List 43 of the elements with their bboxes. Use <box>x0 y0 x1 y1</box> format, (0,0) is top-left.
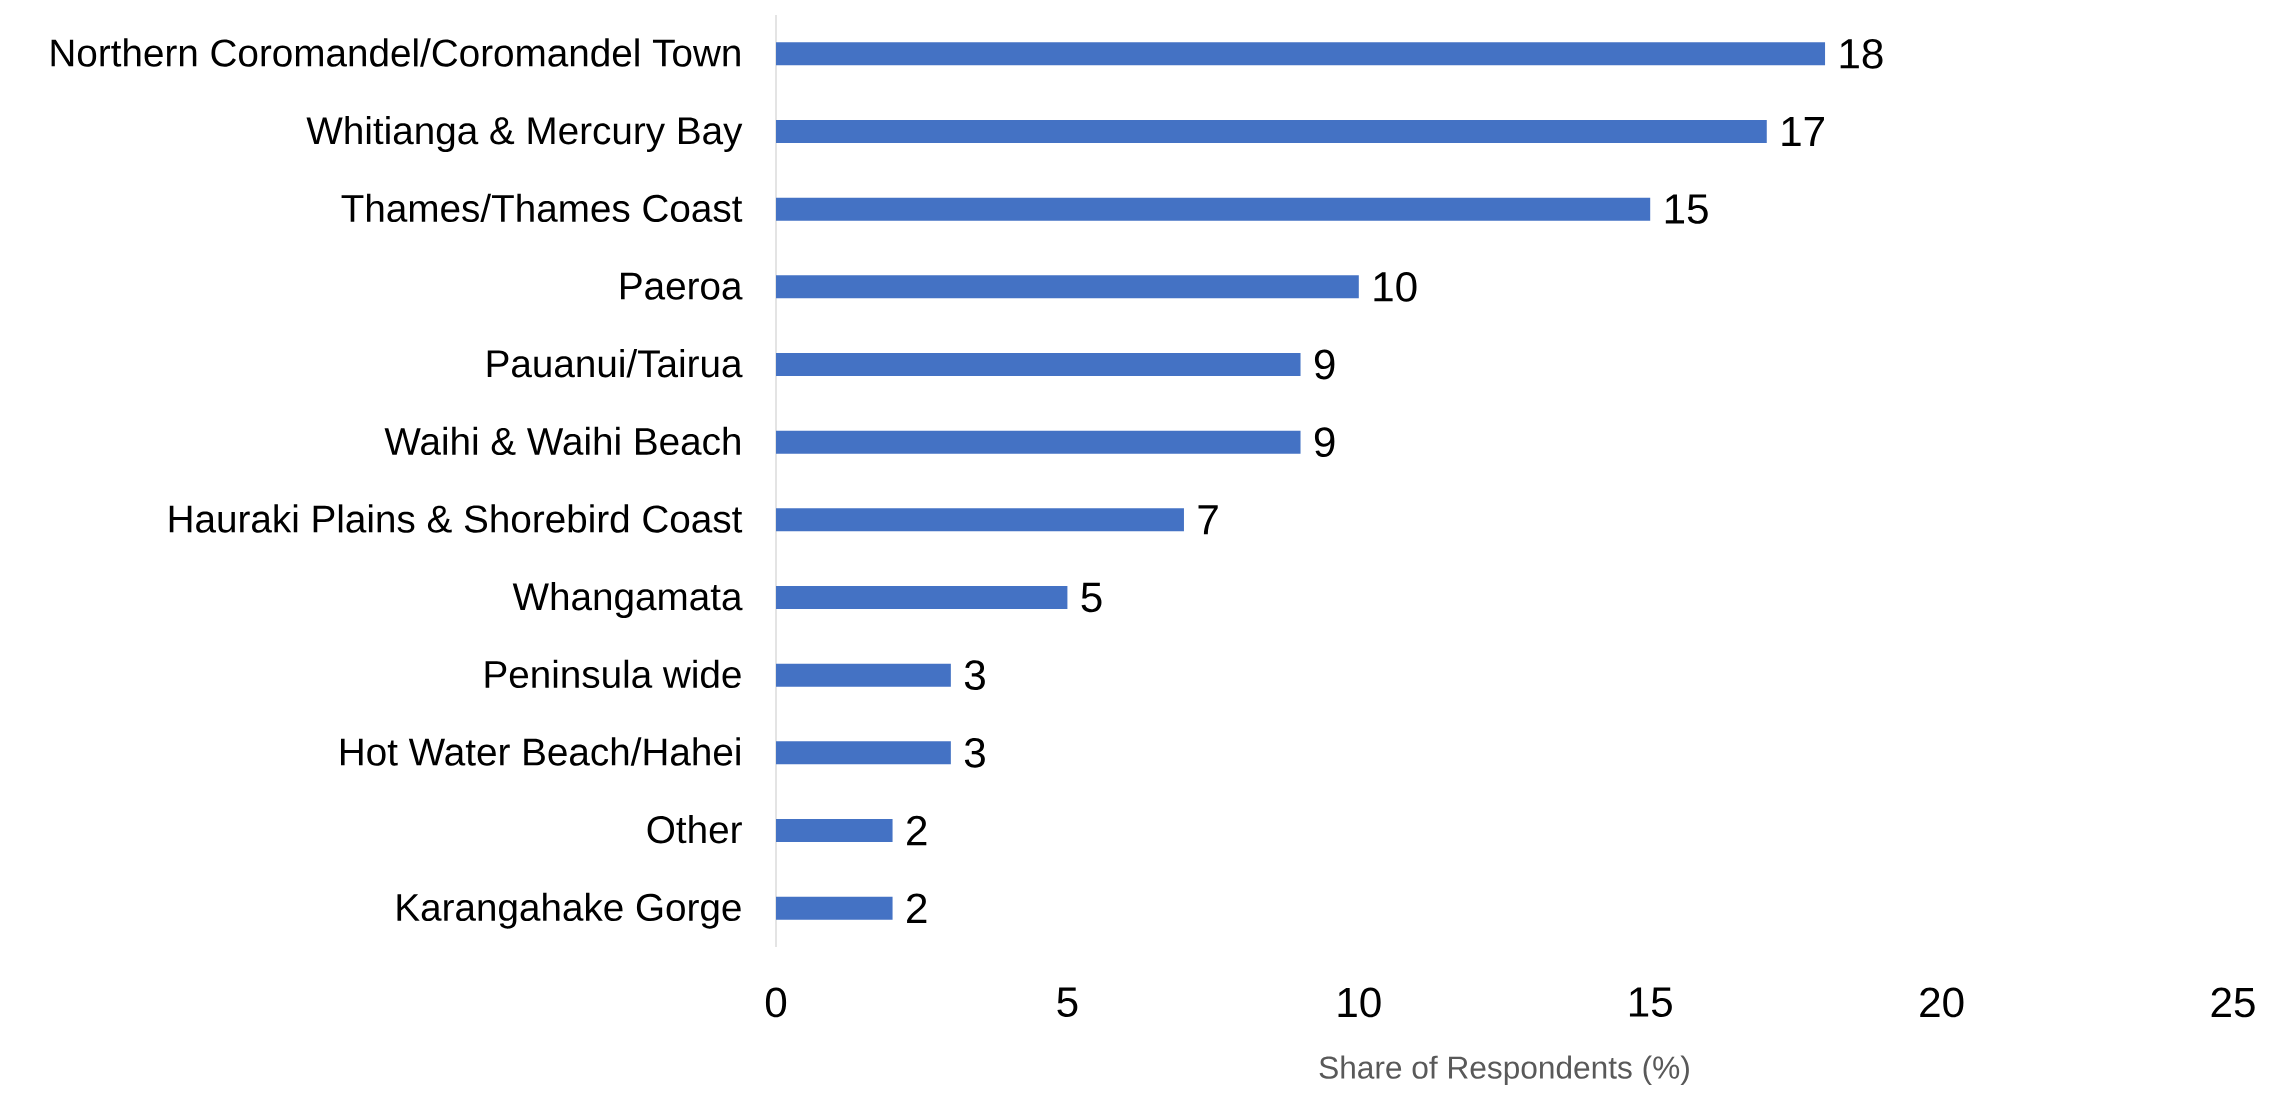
y-tick-label: Northern Coromandel/Coromandel Town <box>51 38 740 67</box>
y-tick-label: Paeroa <box>621 272 743 300</box>
data-label: 5 <box>1081 582 1102 613</box>
bar <box>776 819 893 843</box>
x-tick-label: 25 <box>2211 987 2255 1018</box>
y-tick-label: Karangahake Gorge <box>397 892 741 929</box>
x-tick-label: 20 <box>1920 987 1964 1018</box>
x-tick-label: 5 <box>1057 987 1078 1018</box>
data-label: 9 <box>1314 427 1335 458</box>
y-tick-label: Whitianga & Mercury Bay <box>306 116 743 153</box>
data-label: 2 <box>907 893 927 923</box>
bar <box>776 586 1068 610</box>
x-tick-label: 0 <box>765 987 787 1018</box>
x-axis-title: Share of Respondents (%) <box>1319 1055 1689 1086</box>
bar <box>776 120 1767 144</box>
data-label: 2 <box>907 815 927 846</box>
data-label: 7 <box>1198 505 1218 535</box>
y-tick-label: Other <box>647 815 742 844</box>
x-tick-label: 15 <box>1629 987 1672 1018</box>
data-label: 3 <box>964 738 985 768</box>
y-tick-label: Peninsula wide <box>485 659 741 689</box>
bar <box>776 508 1184 532</box>
data-label: 18 <box>1840 39 1883 69</box>
y-tick-label: Hot Water Beach/Hahei <box>341 737 740 766</box>
bar <box>776 430 1301 454</box>
y-tick-label: Whangamata <box>512 582 743 619</box>
y-tick-label: Pauanui/Tairua <box>487 349 743 378</box>
x-tick-label: 10 <box>1338 987 1381 1018</box>
bar <box>776 275 1359 299</box>
bar <box>776 896 893 920</box>
bar <box>776 197 1651 221</box>
y-tick-label: Hauraki Plains & Shorebird Coast <box>169 504 743 533</box>
y-tick-label: Thames/Thames Coast <box>341 193 743 223</box>
bar <box>776 663 951 687</box>
data-label: 15 <box>1665 194 1708 224</box>
bar <box>776 741 951 765</box>
data-label: 10 <box>1374 272 1417 302</box>
data-label: 3 <box>964 660 985 691</box>
bar <box>776 42 1826 66</box>
y-tick-label: Waihi & Waihi Beach <box>384 426 740 456</box>
bar <box>776 353 1301 377</box>
data-label: 9 <box>1314 349 1335 380</box>
data-label: 17 <box>1782 117 1824 147</box>
